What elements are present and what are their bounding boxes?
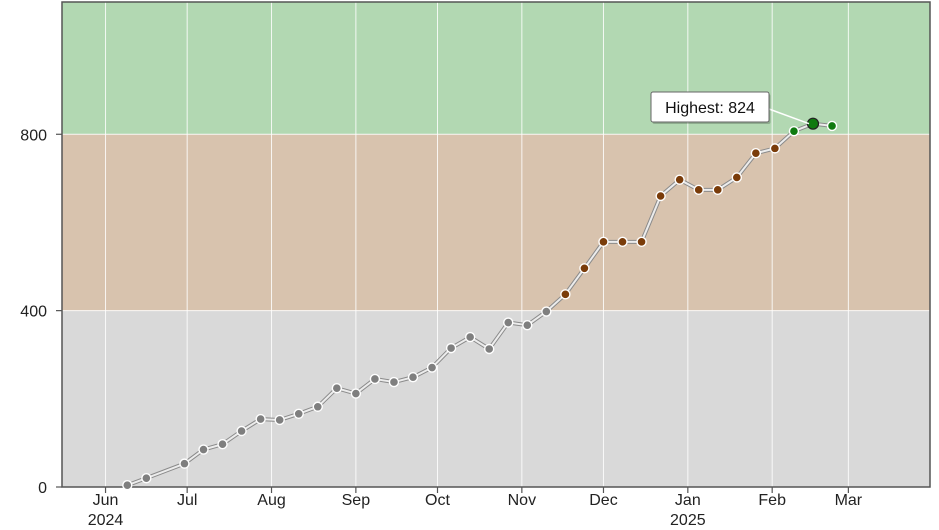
callout-leader (768, 108, 810, 125)
x-tick-label: Aug (257, 492, 285, 509)
data-point (636, 236, 647, 248)
data-point (407, 372, 419, 383)
series-group (122, 117, 838, 491)
x-tick-label: Nov (508, 492, 536, 509)
data-point (236, 425, 247, 437)
data-point (217, 439, 228, 450)
data-point (674, 174, 685, 185)
data-point (617, 236, 628, 248)
data-point (274, 414, 285, 426)
x-axis: Jun 2024 Jul Aug Sep Oct Nov Dec Jan 2025 Feb Mar (88, 487, 863, 529)
data-point (522, 319, 533, 331)
y-tick-label: 400 (20, 304, 47, 321)
data-point (560, 289, 571, 300)
x-tick-label: Sep (342, 492, 371, 509)
data-point (483, 343, 495, 355)
x-tick-label: Oct (425, 492, 450, 509)
y-tick-label: 800 (20, 127, 47, 144)
data-point (579, 263, 590, 274)
x-tick-label: Jun (93, 492, 119, 509)
highest-callout: Highest: 824 (650, 91, 810, 125)
data-point (655, 190, 666, 202)
x-tick-year-label: 2024 (88, 512, 124, 529)
data-point (598, 236, 609, 248)
y-axis: 0 400 800 (20, 127, 62, 497)
data-point (826, 120, 838, 132)
data-point (293, 408, 304, 420)
data-point (750, 148, 762, 159)
data-point (198, 444, 209, 455)
peak-point (806, 117, 820, 130)
data-point (369, 373, 381, 385)
x-tick-label: Jan (675, 492, 701, 509)
data-point (464, 331, 476, 343)
data-point (312, 401, 323, 412)
data-point (769, 143, 781, 154)
band-1 (62, 134, 930, 311)
data-point (712, 184, 723, 196)
data-point (255, 413, 266, 425)
plot-area-frame (61, 1, 931, 488)
x-tick-year-label: 2025 (670, 512, 706, 529)
data-point (503, 317, 514, 328)
callout-text: Highest: 824 (665, 100, 755, 117)
x-tick-label: Feb (758, 492, 786, 509)
x-tick-label: Jul (177, 492, 197, 509)
x-tick-label: Dec (589, 492, 617, 509)
data-point (179, 458, 190, 469)
background-bands (62, 2, 930, 487)
callout-box (650, 91, 770, 123)
data-point (350, 388, 362, 399)
y-tick-label: 0 (38, 480, 47, 497)
data-point (445, 342, 457, 354)
data-point (541, 306, 552, 317)
band-2 (62, 2, 930, 135)
data-point (426, 362, 438, 373)
data-point (788, 125, 800, 137)
x-tick-label: Mar (835, 492, 863, 509)
data-point (731, 172, 743, 183)
data-point (141, 472, 152, 484)
data-point (388, 376, 400, 388)
data-point (693, 184, 704, 196)
data-point (331, 383, 343, 394)
data-point (122, 480, 133, 491)
